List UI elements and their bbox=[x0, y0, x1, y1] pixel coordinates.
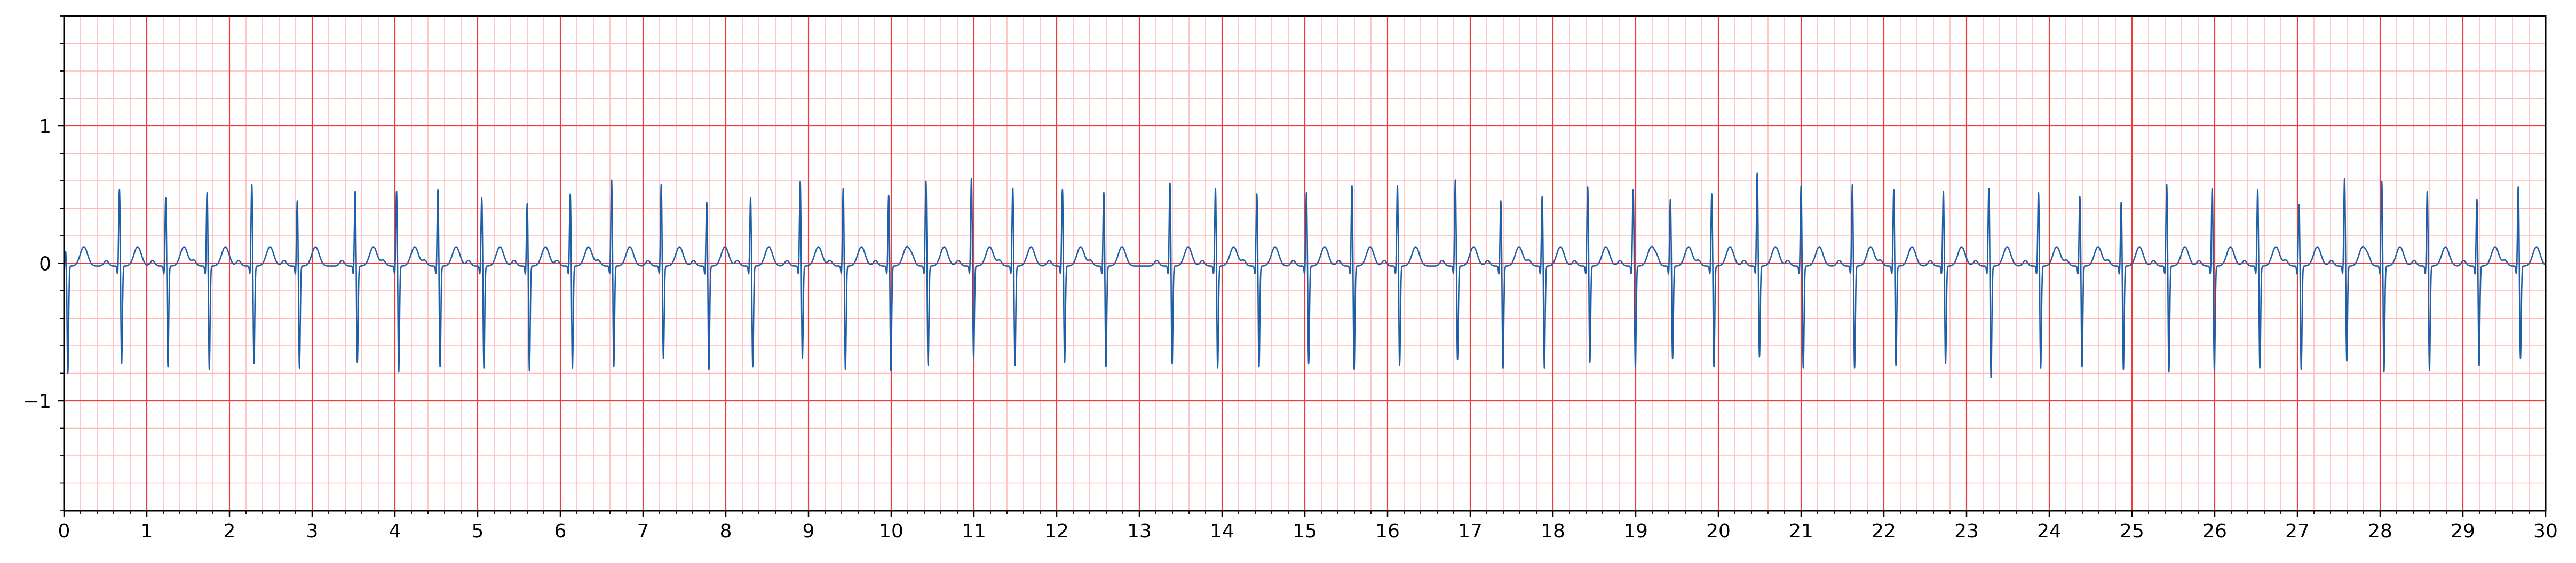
x-tick-label: 20 bbox=[1706, 520, 1731, 542]
x-tick-label: 10 bbox=[879, 520, 903, 542]
x-tick-label: 8 bbox=[720, 520, 732, 542]
y-tick-label: −1 bbox=[23, 391, 51, 413]
axis-tick-labels: 0 1 2 3 4 5 6 7 8 9 10 11 12 13 14 15 16 17 18 19 20 21 22 23 24… bbox=[23, 116, 2558, 542]
x-tick-label: 25 bbox=[2120, 520, 2144, 542]
x-tick-label: 12 bbox=[1044, 520, 1069, 542]
x-tick-label: 0 bbox=[58, 520, 70, 542]
x-tick-label: 13 bbox=[1127, 520, 1152, 542]
x-tick-label: 27 bbox=[2285, 520, 2310, 542]
x-tick-label: 15 bbox=[1293, 520, 1317, 542]
x-tick-label: 19 bbox=[1623, 520, 1648, 542]
x-tick-label: 11 bbox=[962, 520, 986, 542]
y-tick-label: 0 bbox=[39, 253, 51, 275]
axis-ticks bbox=[58, 15, 2547, 517]
x-tick-label: 26 bbox=[2202, 520, 2227, 542]
x-tick-label: 14 bbox=[1210, 520, 1234, 542]
x-tick-label: 9 bbox=[803, 520, 815, 542]
x-tick-label: 7 bbox=[637, 520, 649, 542]
x-tick-label: 6 bbox=[554, 520, 567, 542]
x-tick-label: 24 bbox=[2037, 520, 2062, 542]
x-tick-label: 22 bbox=[1872, 520, 1896, 542]
x-tick-label: 2 bbox=[224, 520, 236, 542]
y-tick-label: 1 bbox=[39, 116, 51, 138]
ecg-trace-layer bbox=[63, 172, 2547, 378]
x-tick-label: 1 bbox=[141, 520, 153, 542]
x-tick-label: 29 bbox=[2451, 520, 2475, 542]
x-tick-label: 5 bbox=[472, 520, 484, 542]
x-tick-label: 16 bbox=[1375, 520, 1400, 542]
x-tick-label: 4 bbox=[389, 520, 401, 542]
x-tick-label: 17 bbox=[1458, 520, 1483, 542]
x-tick-label: 28 bbox=[2368, 520, 2392, 542]
x-tick-label: 21 bbox=[1789, 520, 1813, 542]
x-tick-label: 23 bbox=[1954, 520, 1979, 542]
x-tick-label: 3 bbox=[306, 520, 319, 542]
x-tick-label: 18 bbox=[1541, 520, 1565, 542]
x-tick-label: 30 bbox=[2533, 520, 2558, 542]
ecg-trace-line bbox=[63, 172, 2547, 378]
